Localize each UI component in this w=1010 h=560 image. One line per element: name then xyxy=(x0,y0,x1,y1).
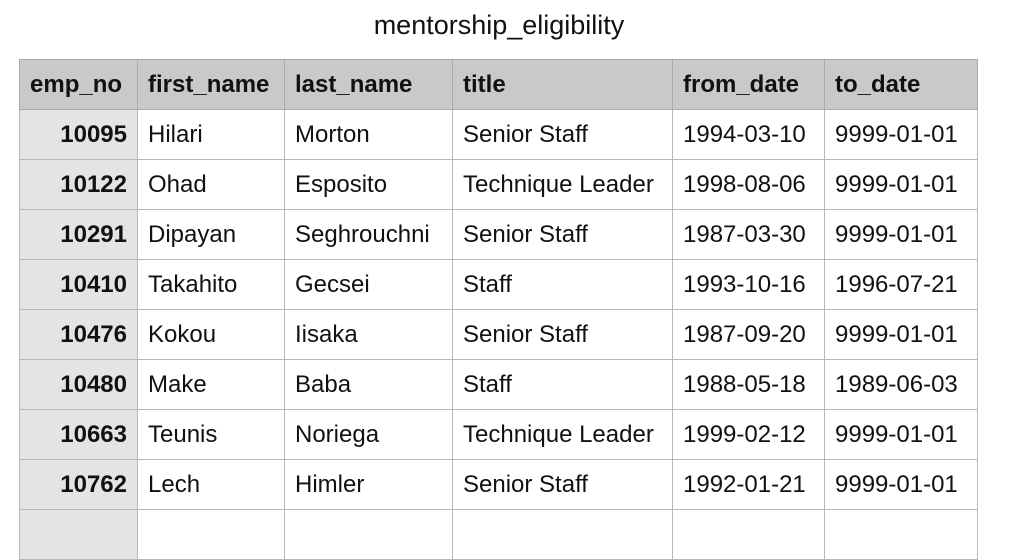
table-row: 10762 Lech Himler Senior Staff 1992-01-21 999… xyxy=(19,459,978,510)
cell-last-name[interactable]: Seghrouchni xyxy=(284,209,453,260)
cell-first-name[interactable]: Takahito xyxy=(137,259,285,310)
cell-to-date[interactable]: 9999-01-01 xyxy=(824,159,978,210)
cell-last-name[interactable]: Noriega xyxy=(284,409,453,460)
header-row: emp_no first_name last_name title from_d… xyxy=(19,59,978,110)
column-header-from-date[interactable]: from_date xyxy=(672,59,825,110)
cell-last-name[interactable]: Baba xyxy=(284,359,453,410)
cell-from-date[interactable]: 1987-09-20 xyxy=(672,309,825,360)
cell-from-date[interactable]: 1999-02-12 xyxy=(672,409,825,460)
table-row: 10476 Kokou Iisaka Senior Staff 1987-09-20 99… xyxy=(19,309,978,360)
cell-first-name[interactable]: Hilari xyxy=(137,109,285,160)
cell-to-date[interactable]: 9999-01-01 xyxy=(824,409,978,460)
cell-last-name[interactable]: Morton xyxy=(284,109,453,160)
cell-to-date[interactable]: 9999-01-01 xyxy=(824,109,978,160)
cell-last-name[interactable]: Iisaka xyxy=(284,309,453,360)
cell-last-name[interactable]: Esposito xyxy=(284,159,453,210)
sheet-title: mentorship_eligibility xyxy=(373,10,625,40)
cell-to-date[interactable]: 9999-01-01 xyxy=(824,459,978,510)
table-row: 10663 Teunis Noriega Technique Leader 1999-0… xyxy=(19,409,978,460)
cell-from-date[interactable] xyxy=(672,509,825,560)
cell-title[interactable]: Senior Staff xyxy=(452,459,673,510)
cell-last-name[interactable] xyxy=(284,509,453,560)
cell-to-date[interactable]: 1989-06-03 xyxy=(824,359,978,410)
table-row: 10480 Make Baba Staff 1988-05-18 1989-06-03 xyxy=(19,359,978,410)
table-header: emp_no first_name last_name title from_d… xyxy=(19,59,978,110)
table-row xyxy=(19,509,978,560)
cell-first-name[interactable]: Teunis xyxy=(137,409,285,460)
cell-from-date[interactable]: 1993-10-16 xyxy=(672,259,825,310)
cell-emp-no[interactable]: 10410 xyxy=(19,259,138,310)
cell-from-date[interactable]: 1998-08-06 xyxy=(672,159,825,210)
cell-to-date[interactable]: 1996-07-21 xyxy=(824,259,978,310)
cell-emp-no[interactable] xyxy=(19,509,138,560)
cell-title[interactable]: Senior Staff xyxy=(452,309,673,360)
table-row: 10291 Dipayan Seghrouchni Senior Staff 1987-… xyxy=(19,209,978,260)
cell-title[interactable]: Senior Staff xyxy=(452,209,673,260)
cell-from-date[interactable]: 1994-03-10 xyxy=(672,109,825,160)
cell-emp-no[interactable]: 10476 xyxy=(19,309,138,360)
cell-emp-no[interactable]: 10762 xyxy=(19,459,138,510)
cell-title[interactable]: Staff xyxy=(452,259,673,310)
cell-last-name[interactable]: Gecsei xyxy=(284,259,453,310)
cell-first-name[interactable]: Dipayan xyxy=(137,209,285,260)
cell-emp-no[interactable]: 10095 xyxy=(19,109,138,160)
cell-first-name[interactable]: Make xyxy=(137,359,285,410)
cell-from-date[interactable]: 1992-01-21 xyxy=(672,459,825,510)
cell-first-name[interactable]: Lech xyxy=(137,459,285,510)
cell-title[interactable] xyxy=(452,509,673,560)
cell-emp-no[interactable]: 10122 xyxy=(19,159,138,210)
cell-emp-no[interactable]: 10291 xyxy=(19,209,138,260)
cell-title[interactable]: Technique Leader xyxy=(452,159,673,210)
table-row: 10410 Takahito Gecsei Staff 1993-10-16 1996-0… xyxy=(19,259,978,310)
data-table: emp_no first_name last_name title from_d… xyxy=(19,59,978,560)
cell-title[interactable]: Technique Leader xyxy=(452,409,673,460)
column-header-last-name[interactable]: last_name xyxy=(284,59,453,110)
column-header-to-date[interactable]: to_date xyxy=(824,59,978,110)
cell-first-name[interactable]: Kokou xyxy=(137,309,285,360)
cell-last-name[interactable]: Himler xyxy=(284,459,453,510)
cell-to-date[interactable]: 9999-01-01 xyxy=(824,209,978,260)
cell-emp-no[interactable]: 10480 xyxy=(19,359,138,410)
cell-title[interactable]: Staff xyxy=(452,359,673,410)
cell-first-name[interactable] xyxy=(137,509,285,560)
cell-to-date[interactable]: 9999-01-01 xyxy=(824,309,978,360)
column-header-emp-no[interactable]: emp_no xyxy=(19,59,138,110)
table-row: 10095 Hilari Morton Senior Staff 1994-03-10 9… xyxy=(19,109,978,160)
column-header-title[interactable]: title xyxy=(452,59,673,110)
table-row: 10122 Ohad Esposito Technique Leader 1998-08… xyxy=(19,159,978,210)
column-header-first-name[interactable]: first_name xyxy=(137,59,285,110)
cell-emp-no[interactable]: 10663 xyxy=(19,409,138,460)
cell-first-name[interactable]: Ohad xyxy=(137,159,285,210)
cell-from-date[interactable]: 1987-03-30 xyxy=(672,209,825,260)
cell-to-date[interactable] xyxy=(824,509,978,560)
table-body: 10095 Hilari Morton Senior Staff 1994-03-10 9… xyxy=(19,109,978,560)
cell-from-date[interactable]: 1988-05-18 xyxy=(672,359,825,410)
cell-title[interactable]: Senior Staff xyxy=(452,109,673,160)
